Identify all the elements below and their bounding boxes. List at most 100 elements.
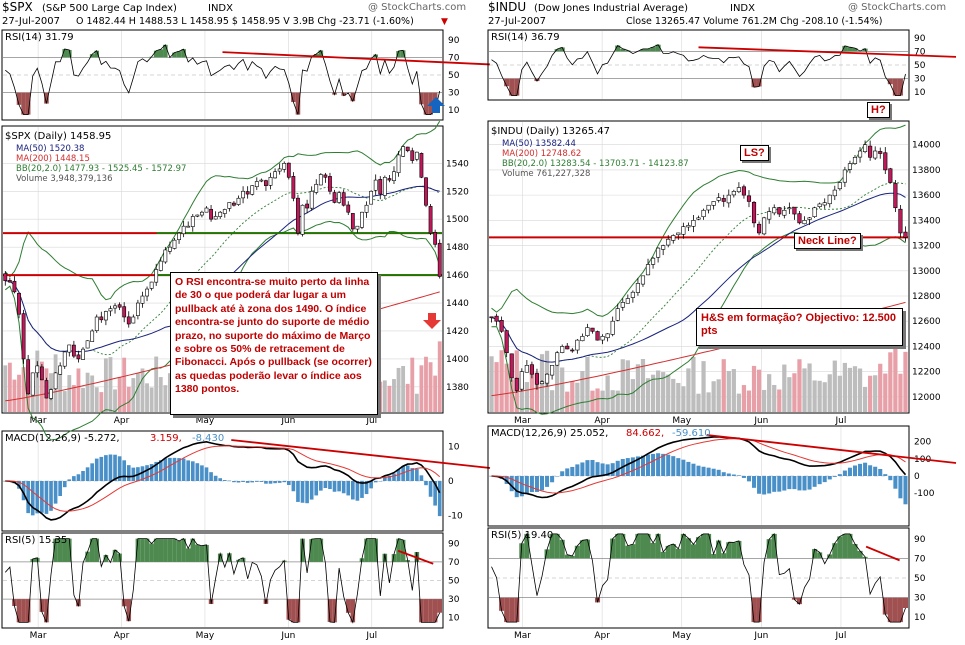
macd-histogram-bar [296, 481, 300, 502]
macd-line [5, 440, 441, 521]
macd-histogram-bar [190, 461, 195, 481]
candle-body [410, 150, 415, 161]
rsi5-overbought-fill [817, 552, 823, 559]
spx-name: (S&P 500 Large Cap Index) [42, 3, 177, 14]
candle-body [39, 366, 44, 381]
spx-rsi5-label: RSI(5) 15.35 [5, 535, 67, 546]
candle-body [378, 179, 383, 195]
candle-body [245, 191, 250, 195]
rsi5-oversold-fill [350, 599, 356, 623]
candle-body [282, 163, 287, 170]
rsi14-overbought-fill [400, 50, 406, 58]
volume-bar [39, 361, 44, 412]
rsi5-oversold-fill [295, 599, 301, 623]
candle-body [131, 316, 136, 324]
candle-body [691, 220, 696, 227]
volume-bar [883, 373, 888, 412]
candle-body [387, 178, 392, 181]
volume-bar [585, 356, 590, 412]
macd-histogram-bar [656, 453, 661, 476]
indu-price-label: $INDU (Daily) 13265.47 [491, 126, 610, 137]
candle-body [250, 185, 255, 195]
rsi5-oversold-fill [126, 599, 132, 622]
macd-histogram-bar [99, 456, 104, 481]
macd-histogram-bar [757, 476, 762, 494]
volume-bar [671, 378, 676, 412]
month-label: Jul [835, 416, 847, 426]
rsi5-oversold-fill [332, 599, 337, 623]
candle-body [645, 264, 651, 276]
candle-body [222, 209, 227, 214]
rsi5-overbought-fill [204, 544, 209, 562]
rsi5-overbought-fill [827, 554, 833, 559]
macd-histogram-bar [172, 457, 177, 481]
candle-body [585, 327, 590, 336]
candle-body [346, 204, 351, 213]
volume-bar [832, 360, 837, 412]
volume-bar [868, 375, 873, 412]
rsi5-overbought-fill [172, 538, 177, 562]
candle-body [524, 365, 529, 373]
volume-bar [405, 383, 410, 412]
rsi5-tick-label: 10 [914, 613, 926, 623]
rsi5-overbought-fill [176, 541, 182, 562]
rsi5-oversold-fill [327, 599, 333, 622]
month-label: Jul [365, 416, 377, 426]
volume-bar [792, 373, 797, 412]
indu-chart: $INDU (Dow Jones Industrial Average) IND… [486, 0, 965, 645]
price-tick-label: 12000 [912, 393, 941, 403]
candle-body [71, 344, 76, 357]
candle-body [807, 217, 812, 220]
macd-histogram-bar [264, 481, 268, 484]
macd-histogram-bar [328, 481, 332, 490]
spx-chart: $SPX (S&P 500 Large Cap Index) INDX @ St… [0, 0, 491, 645]
macd-histogram-bar [792, 476, 797, 490]
rsi5-overbought-fill [524, 533, 530, 559]
candle-body [661, 245, 666, 250]
volume-bar [590, 390, 595, 412]
macd-histogram-bar [701, 466, 706, 476]
macd-histogram-bar [797, 476, 802, 491]
volume-bar [419, 365, 424, 412]
volume-bar [756, 369, 762, 412]
rsi5-oversold-fill [428, 599, 433, 623]
rsi5-trendline [397, 549, 434, 565]
spx-macd-panel [1, 430, 444, 532]
macd-histogram-bar [177, 458, 181, 481]
macd-histogram-bar [424, 481, 428, 486]
volume-bar [489, 356, 494, 412]
rsi14-oversold-fill [16, 92, 22, 105]
macd-histogram-bar [580, 462, 585, 476]
rsi14-oversold-fill [751, 78, 757, 88]
month-label: Apr [114, 631, 130, 641]
macd-histogram-bar [168, 457, 172, 481]
spx-down-marker: ▼ [441, 17, 448, 27]
rsi14-overbought-fill [554, 49, 560, 52]
macd-histogram-bar [600, 463, 605, 476]
rsi5-overbought-fill [318, 538, 324, 562]
volume-bar [499, 350, 504, 412]
candle-body [227, 202, 232, 209]
candle-body [323, 174, 328, 178]
indu-macd-label: MACD(12,26,9) 25.052, [491, 428, 608, 439]
candle-body [350, 213, 355, 230]
volume-bar [615, 390, 620, 412]
candle-body [731, 191, 736, 196]
macd-histogram-bar [67, 479, 72, 481]
macd-histogram-bar [570, 466, 575, 476]
macd-histogram-bar [817, 476, 822, 485]
candle-body [555, 352, 560, 366]
candle-body [341, 192, 346, 206]
macd-histogram-bar [534, 476, 539, 492]
candle-body [863, 144, 868, 152]
volume-bar [812, 380, 817, 412]
candle-body [529, 364, 534, 375]
macd-histogram-bar [610, 463, 615, 476]
rsi5-overbought-fill [680, 533, 686, 559]
macd-histogram-bar [873, 466, 878, 476]
candle-body [369, 190, 374, 205]
candle-body [802, 220, 807, 225]
candle-body [741, 186, 747, 196]
rsi5-overbought-fill [391, 554, 397, 562]
candle-body [878, 151, 883, 154]
